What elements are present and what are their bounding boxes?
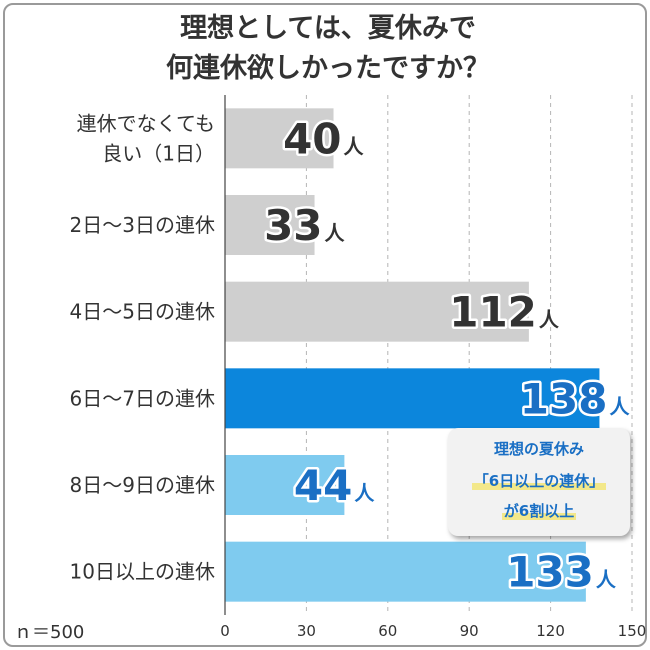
bar-4	[225, 455, 345, 515]
value-label-2: 112	[449, 288, 537, 337]
value-unit-0: 人	[344, 134, 365, 158]
callout-line-3: が6割以上	[501, 502, 577, 520]
category-label-3-0: 6日〜7日の連休	[70, 386, 215, 410]
value-label-0: 40	[283, 114, 341, 163]
callout-line-2: 「6日以上の連休」	[471, 472, 607, 490]
x-tick-label-120: 120	[536, 622, 565, 640]
chart-title: 理想としては、夏休みで 何連休欲しかったですか？	[5, 9, 645, 89]
bar-2	[225, 281, 529, 342]
category-label-4-0: 8日〜9日の連休	[70, 473, 215, 497]
x-tick-label-0: 0	[220, 622, 230, 640]
value-label-5: 133	[506, 548, 594, 597]
callout-line-1: 理想の夏休み	[493, 440, 584, 458]
value-unit-3: 人	[609, 394, 630, 418]
category-label-0-1: 良い（1日）	[102, 141, 215, 165]
category-label-5-0: 10日以上の連休	[70, 560, 215, 584]
value-unit-2: 人	[539, 308, 560, 332]
value-unit-1: 人	[325, 221, 346, 245]
value-unit-4: 人	[354, 481, 375, 505]
bar-5	[225, 541, 586, 602]
value-unit-5: 人	[596, 568, 617, 592]
x-tick-label-90: 90	[460, 622, 479, 640]
title-line-2: 何連休欲しかったですか？	[166, 53, 490, 84]
category-label-1-0: 2日〜3日の連休	[70, 213, 215, 237]
value-label-1: 33	[264, 201, 322, 250]
x-tick-label-60: 60	[378, 622, 397, 640]
value-label-3: 138	[520, 374, 608, 423]
sample-size-label: ｎ＝500	[14, 622, 85, 643]
bar-1	[225, 195, 315, 255]
x-tick-label-30: 30	[297, 622, 316, 640]
title-line-1: 理想としては、夏休みで	[180, 13, 476, 44]
category-label-0-0: 連休でなくても	[77, 111, 215, 135]
callout-box: 理想の夏休み 「6日以上の連休」 が6割以上	[448, 428, 630, 536]
bar-0	[225, 108, 334, 169]
value-label-4: 44	[294, 461, 352, 510]
x-tick-label-150: 150	[618, 622, 647, 640]
category-label-2-0: 4日〜5日の連休	[70, 300, 215, 324]
bar-3	[225, 368, 600, 429]
